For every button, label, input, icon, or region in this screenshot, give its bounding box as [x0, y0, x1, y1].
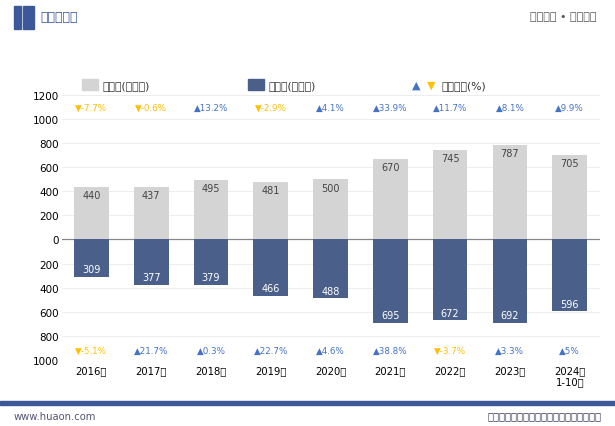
Text: 466: 466 [261, 283, 280, 293]
Text: ▲22.7%: ▲22.7% [253, 346, 288, 355]
Bar [134, 187, 169, 240]
Text: 596: 596 [560, 299, 579, 309]
Text: 379: 379 [202, 273, 220, 283]
Text: ▲21.7%: ▲21.7% [134, 346, 169, 355]
Bar [433, 150, 467, 240]
Text: 672: 672 [441, 308, 459, 318]
Text: ▲5%: ▲5% [560, 346, 580, 355]
Text: 695: 695 [381, 311, 400, 321]
Bar [493, 240, 527, 323]
Text: www.huaon.com: www.huaon.com [14, 411, 96, 420]
Bar [253, 240, 288, 296]
Text: 2016-2024年10月河北省(境内目的地/货源地)进、出口额: 2016-2024年10月河北省(境内目的地/货源地)进、出口额 [165, 51, 450, 66]
Text: 进口额(亿美元): 进口额(亿美元) [268, 81, 315, 91]
Text: 670: 670 [381, 163, 400, 173]
Bar [253, 182, 288, 240]
Text: ▲9.9%: ▲9.9% [555, 104, 584, 113]
Text: ▲0.3%: ▲0.3% [196, 346, 226, 355]
Text: 同比增长(%): 同比增长(%) [441, 81, 486, 91]
Bar [74, 187, 109, 240]
Text: 481: 481 [261, 186, 280, 196]
Text: ▼-7.7%: ▼-7.7% [75, 104, 108, 113]
Bar [313, 240, 348, 299]
Text: 华经情报网: 华经情报网 [40, 11, 77, 24]
Text: 数据来源：中国海关，华经产业研究院整理: 数据来源：中国海关，华经产业研究院整理 [488, 411, 601, 420]
Bar [373, 159, 408, 240]
Bar [433, 240, 467, 321]
Text: ▼: ▼ [427, 81, 435, 91]
Text: ▲11.7%: ▲11.7% [433, 104, 467, 113]
Text: ▼-2.9%: ▼-2.9% [255, 104, 287, 113]
Text: ▲8.1%: ▲8.1% [496, 104, 525, 113]
Text: ▲: ▲ [412, 81, 420, 91]
Bar [248, 80, 264, 91]
Text: 692: 692 [501, 311, 519, 320]
Text: ▲3.3%: ▲3.3% [496, 346, 525, 355]
Bar [194, 181, 228, 240]
Bar [194, 240, 228, 285]
Bar [82, 80, 98, 91]
Bar [23, 6, 34, 30]
Text: ▼-0.6%: ▼-0.6% [135, 104, 167, 113]
Text: 309: 309 [82, 265, 101, 274]
Text: ▲4.1%: ▲4.1% [316, 104, 345, 113]
Text: 488: 488 [322, 286, 339, 296]
Bar [552, 155, 587, 240]
Text: 440: 440 [82, 190, 101, 200]
Text: ▲33.9%: ▲33.9% [373, 104, 408, 113]
Text: ▲4.6%: ▲4.6% [316, 346, 345, 355]
Text: 437: 437 [142, 191, 161, 201]
Bar [313, 180, 348, 240]
Bar [134, 240, 169, 285]
Bar [14, 6, 21, 30]
Text: 745: 745 [441, 154, 459, 164]
Bar [74, 240, 109, 277]
Text: ▲38.8%: ▲38.8% [373, 346, 408, 355]
Bar [373, 240, 408, 323]
Text: 787: 787 [501, 149, 519, 159]
Text: 705: 705 [560, 158, 579, 169]
Text: ▼-3.7%: ▼-3.7% [434, 346, 466, 355]
Text: 出口额(亿美元): 出口额(亿美元) [102, 81, 149, 91]
Text: 495: 495 [202, 184, 220, 194]
Bar [493, 145, 527, 240]
Text: 500: 500 [321, 183, 340, 193]
Bar [0, 401, 615, 405]
Text: ▲13.2%: ▲13.2% [194, 104, 228, 113]
Bar [552, 240, 587, 311]
Text: ▼-5.1%: ▼-5.1% [76, 346, 108, 355]
Text: 专业严谨 • 客观科学: 专业严谨 • 客观科学 [530, 12, 597, 23]
Text: 377: 377 [142, 273, 161, 282]
